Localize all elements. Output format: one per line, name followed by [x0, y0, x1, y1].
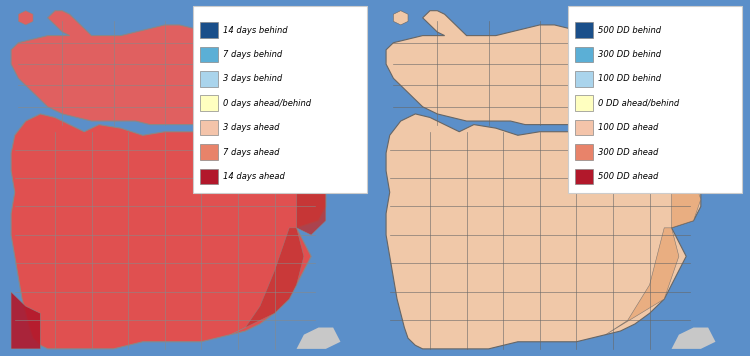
- Polygon shape: [231, 132, 296, 178]
- FancyBboxPatch shape: [193, 6, 368, 193]
- Bar: [200, 120, 217, 136]
- Bar: [200, 95, 217, 111]
- Polygon shape: [231, 228, 304, 335]
- Text: 0 days ahead/behind: 0 days ahead/behind: [224, 99, 311, 108]
- Bar: [574, 47, 592, 62]
- Polygon shape: [11, 11, 362, 125]
- Bar: [574, 22, 592, 38]
- Text: 7 days ahead: 7 days ahead: [224, 148, 280, 157]
- Text: 3 days ahead: 3 days ahead: [224, 123, 280, 132]
- Bar: [574, 144, 592, 160]
- Polygon shape: [296, 328, 340, 349]
- Bar: [574, 95, 592, 111]
- Text: 14 days behind: 14 days behind: [224, 26, 288, 35]
- Text: 7 days behind: 7 days behind: [224, 50, 283, 59]
- Polygon shape: [606, 228, 679, 335]
- Polygon shape: [209, 46, 231, 57]
- Polygon shape: [671, 328, 716, 349]
- Text: 500 DD ahead: 500 DD ahead: [598, 172, 658, 181]
- Polygon shape: [296, 171, 326, 235]
- Text: 0 DD ahead/behind: 0 DD ahead/behind: [598, 99, 680, 108]
- Polygon shape: [394, 11, 408, 25]
- Bar: [200, 71, 217, 87]
- Polygon shape: [231, 50, 245, 61]
- Polygon shape: [386, 114, 700, 349]
- Polygon shape: [19, 11, 33, 25]
- Text: 300 DD behind: 300 DD behind: [598, 50, 662, 59]
- Bar: [574, 169, 592, 184]
- Polygon shape: [11, 114, 326, 349]
- Polygon shape: [11, 292, 40, 349]
- Text: 300 DD ahead: 300 DD ahead: [598, 148, 658, 157]
- Bar: [574, 120, 592, 136]
- Text: 100 DD ahead: 100 DD ahead: [598, 123, 658, 132]
- Bar: [200, 169, 217, 184]
- Bar: [200, 47, 217, 62]
- Text: 14 days ahead: 14 days ahead: [224, 172, 285, 181]
- Polygon shape: [671, 171, 700, 228]
- Bar: [200, 144, 217, 160]
- Text: 500 DD behind: 500 DD behind: [598, 26, 662, 35]
- Bar: [574, 71, 592, 87]
- Polygon shape: [386, 11, 737, 125]
- Text: 100 DD behind: 100 DD behind: [598, 74, 662, 83]
- Bar: [200, 22, 217, 38]
- FancyBboxPatch shape: [568, 6, 742, 193]
- Text: 3 days behind: 3 days behind: [224, 74, 283, 83]
